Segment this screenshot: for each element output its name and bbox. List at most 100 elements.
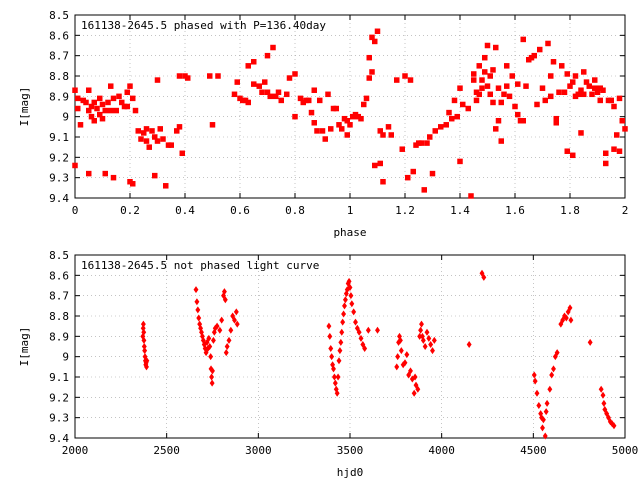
data-point xyxy=(88,113,95,120)
data-point xyxy=(523,83,529,89)
data-point xyxy=(405,174,411,181)
data-point xyxy=(176,73,183,79)
data-point xyxy=(224,343,230,350)
data-point xyxy=(380,132,386,138)
data-point xyxy=(531,371,537,379)
data-point xyxy=(407,77,414,83)
data-point xyxy=(284,91,290,98)
data-point xyxy=(264,89,271,96)
data-point xyxy=(363,95,370,102)
data-point xyxy=(228,326,234,334)
data-point xyxy=(603,150,609,157)
data-point xyxy=(331,365,336,373)
data-point xyxy=(130,181,136,187)
data-point xyxy=(587,338,593,346)
data-point xyxy=(567,304,573,312)
data-point xyxy=(611,146,617,152)
data-point xyxy=(601,399,607,407)
data-point xyxy=(362,345,368,353)
data-point xyxy=(509,73,515,79)
data-point xyxy=(471,71,477,77)
data-point xyxy=(540,416,546,424)
y-tick-label: 8.5 xyxy=(49,9,69,22)
data-point xyxy=(174,128,180,134)
data-point xyxy=(567,83,573,89)
data-point xyxy=(210,336,216,344)
data-point xyxy=(564,148,570,154)
data-point xyxy=(144,357,150,365)
y-tick-label: 9.1 xyxy=(49,131,69,144)
data-point xyxy=(219,316,225,324)
data-point xyxy=(471,77,477,83)
y-tick-label: 8.7 xyxy=(49,290,69,303)
data-point xyxy=(545,40,551,47)
data-point xyxy=(72,87,78,93)
data-point xyxy=(578,87,584,93)
y-tick-label: 9 xyxy=(62,351,69,364)
data-point xyxy=(536,401,542,409)
data-point xyxy=(607,418,613,426)
data-point xyxy=(616,148,623,154)
data-point xyxy=(540,424,545,432)
data-point xyxy=(482,54,488,61)
data-point xyxy=(179,150,185,157)
data-point xyxy=(412,373,418,381)
y-tick-label: 9.3 xyxy=(49,412,69,425)
data-point xyxy=(102,107,108,114)
data-points xyxy=(140,269,617,440)
data-points xyxy=(72,28,628,199)
data-point xyxy=(88,103,95,110)
data-point xyxy=(212,324,218,332)
chart-title: 161138-2645.5 phased with P=136.40day xyxy=(81,19,326,32)
data-point xyxy=(377,160,383,167)
data-point xyxy=(194,298,200,306)
data-point xyxy=(457,85,463,91)
data-point xyxy=(207,73,213,79)
data-point xyxy=(614,132,620,138)
data-point xyxy=(91,117,97,124)
x-tick-label: 0 xyxy=(72,204,79,217)
data-point xyxy=(86,87,92,93)
data-point xyxy=(116,93,122,100)
data-point xyxy=(91,99,97,106)
data-point xyxy=(264,52,271,59)
data-point xyxy=(424,140,430,146)
data-point xyxy=(559,63,565,69)
data-point xyxy=(419,320,424,328)
data-point xyxy=(327,332,333,340)
data-point xyxy=(515,111,521,118)
data-point xyxy=(108,83,114,89)
data-point xyxy=(583,79,590,85)
data-point xyxy=(143,138,150,144)
y-tick-label: 9.1 xyxy=(49,371,69,384)
data-point xyxy=(234,320,240,328)
data-point xyxy=(498,99,504,106)
axis-ticks: 0 0.2 0.4 0.6 0.8 1 1.2 1.4 1.6 1.8 2 8.5 8.6 8.7 8.8 8… xyxy=(49,9,628,217)
data-point xyxy=(333,105,339,112)
data-point xyxy=(322,136,328,142)
x-tick-label: 2 xyxy=(622,204,629,217)
data-point xyxy=(214,322,220,330)
data-point xyxy=(176,124,183,130)
data-point xyxy=(493,44,499,51)
data-point xyxy=(402,73,408,79)
data-point xyxy=(592,77,598,83)
data-point xyxy=(397,336,403,344)
data-point xyxy=(411,389,417,397)
data-point xyxy=(314,128,320,134)
data-point xyxy=(306,97,312,104)
data-point xyxy=(578,130,584,136)
data-point xyxy=(561,89,568,96)
data-point xyxy=(358,334,364,342)
data-point xyxy=(329,353,335,361)
data-point xyxy=(119,99,125,106)
data-point xyxy=(542,97,548,104)
data-point xyxy=(72,162,78,169)
data-point xyxy=(245,63,251,69)
data-point xyxy=(465,105,471,112)
data-point xyxy=(534,389,540,397)
data-point xyxy=(539,414,545,422)
data-point xyxy=(226,336,232,344)
data-point xyxy=(146,144,152,150)
data-point xyxy=(431,336,437,344)
